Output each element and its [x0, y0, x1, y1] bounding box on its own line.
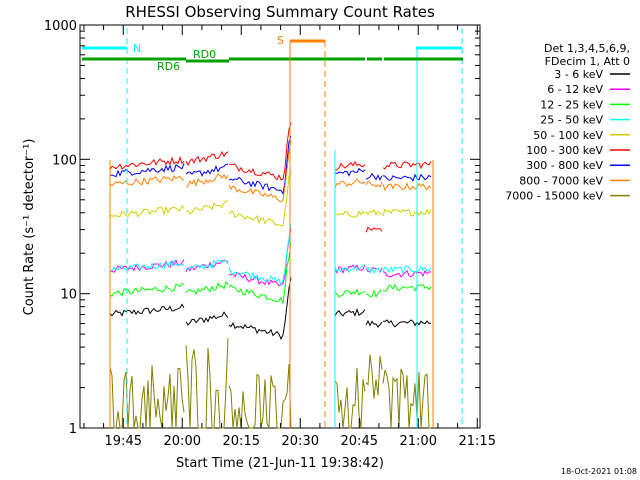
- x-tick-label: 19:45: [105, 434, 142, 449]
- legend-label: 50 - 100 keV: [533, 129, 603, 142]
- rd6-label: RD6: [157, 60, 180, 73]
- series-6to12keV-line: [109, 228, 431, 287]
- legend-label: 300 - 800 keV: [526, 159, 603, 172]
- legend-label: 100 - 300 keV: [526, 144, 603, 157]
- x-tick-label: 21:15: [459, 434, 496, 449]
- y-tick-label: 1000: [44, 19, 77, 34]
- legend-label: 800 - 7000 keV: [519, 174, 603, 187]
- legend-label: 6 - 12 keV: [547, 83, 603, 96]
- series-7000to15000keV-line: [109, 338, 431, 429]
- x-tick-label: 20:15: [223, 434, 260, 449]
- y-tick-label: 100: [52, 153, 77, 168]
- series-300to800keV-line: [109, 136, 432, 196]
- saa-label: S: [277, 34, 284, 47]
- series-12to25keV-line: [109, 242, 432, 304]
- x-tick-label: 20:00: [164, 434, 201, 449]
- annotation-layer: N RD0 RD6 S: [82, 28, 463, 428]
- axes-layer: 1 10 100 1000 19:45 20:00 20:15 20:30 20:45 21:00…: [44, 19, 496, 449]
- x-tick-label: 20:30: [282, 434, 319, 449]
- timestamp: 18-Oct-2021 01:08: [561, 467, 637, 476]
- series-800to7000keV-line: [109, 140, 432, 203]
- plot-frame: [79, 24, 481, 429]
- x-axis-label: Start Time (21-Jun-11 19:38:42): [176, 456, 384, 471]
- y-tick-label: 1: [69, 422, 77, 437]
- series-50to100keV-line: [109, 170, 432, 227]
- north-label: N: [133, 42, 141, 55]
- legend-label: 12 - 25 keV: [540, 98, 603, 111]
- legend-label: 3 - 6 keV: [554, 68, 603, 81]
- x-tick-label: 20:45: [341, 434, 378, 449]
- series-100to300keV-line: [109, 122, 432, 233]
- plot-border: [79, 24, 481, 429]
- x-tick-label: 21:00: [400, 434, 437, 449]
- chart-title: RHESSI Observing Summary Count Rates: [125, 3, 435, 21]
- legend-label: 7000 - 15000 keV: [505, 190, 603, 203]
- legend-label: 25 - 50 keV: [540, 114, 603, 127]
- series-layer: [109, 122, 432, 429]
- y-tick-label: 10: [60, 288, 77, 303]
- legend-header: FDecim 1, Att 0: [545, 55, 630, 68]
- legend-header: Det 1,3,4,5,6,9,: [544, 42, 630, 55]
- rd0-label: RD0: [193, 48, 216, 61]
- series-25to50keV-line: [109, 223, 432, 287]
- legend: Det 1,3,4,5,6,9,FDecim 1, Att 03 - 6 keV…: [505, 42, 630, 203]
- series-3to6keV-line: [109, 277, 432, 341]
- y-axis-label: Count Rate (s⁻¹ detector⁻¹): [22, 139, 37, 316]
